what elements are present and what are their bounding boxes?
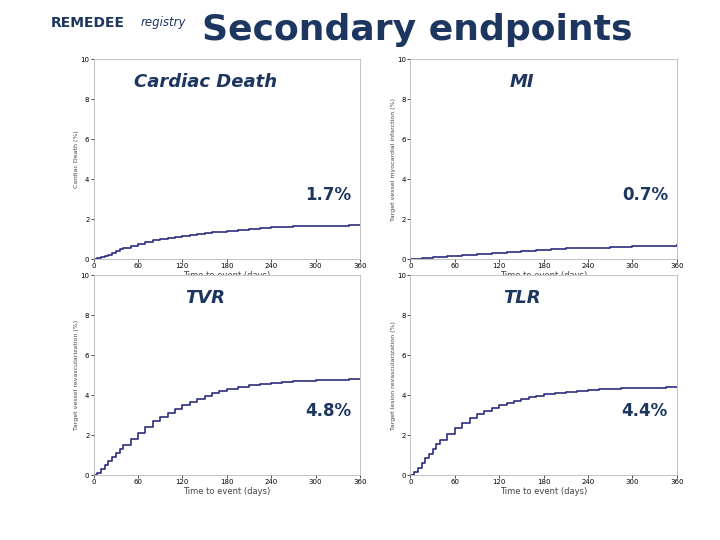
X-axis label: Time to event (days): Time to event (days) [183,487,271,496]
Text: TLR: TLR [503,289,541,307]
X-axis label: Time to event (days): Time to event (days) [500,487,588,496]
Text: registry: registry [140,16,186,29]
Text: Secondary endpoints: Secondary endpoints [202,13,633,46]
Text: 4.8%: 4.8% [305,402,351,420]
Text: One Year Results REMEDEE Registry TCT 2015: One Year Results REMEDEE Registry TCT 20… [163,508,557,523]
X-axis label: Time to event (days): Time to event (days) [500,271,588,280]
Y-axis label: Cardiac Death (%): Cardiac Death (%) [74,131,79,188]
Y-axis label: Target vessel revascularization (%): Target vessel revascularization (%) [74,320,79,430]
X-axis label: Time to event (days): Time to event (days) [183,271,271,280]
Text: 1.7%: 1.7% [305,186,351,204]
Y-axis label: Target lesion revascularization (%): Target lesion revascularization (%) [391,321,396,430]
Y-axis label: Target vessel myocardial infarction (%): Target vessel myocardial infarction (%) [391,98,396,221]
Text: Cardiac Death: Cardiac Death [134,73,277,91]
Text: 4.4%: 4.4% [621,402,668,420]
Text: TVR: TVR [186,289,225,307]
Text: 0.7%: 0.7% [622,186,668,204]
Text: REMEDEE: REMEDEE [50,16,125,30]
Text: MI: MI [510,73,535,91]
Text: tct2015: tct2015 [29,509,83,522]
